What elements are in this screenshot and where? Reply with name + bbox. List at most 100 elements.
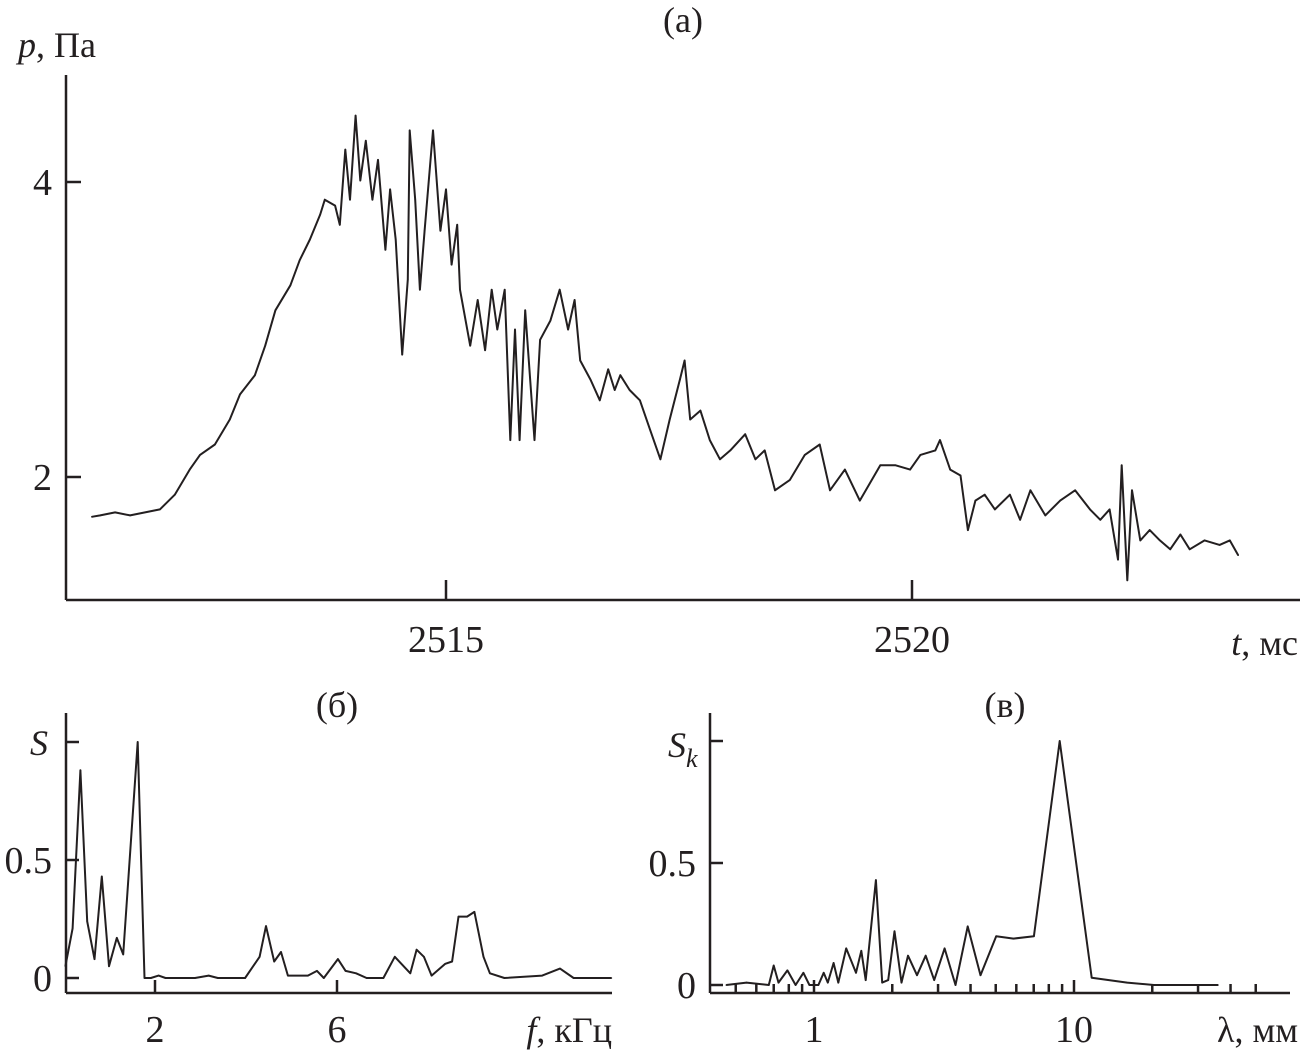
data-point [509,439,512,441]
data-point [136,741,139,743]
data-point [339,224,341,226]
data-point [1033,935,1035,937]
data-series-line [91,114,1240,582]
data-point [1074,489,1076,492]
data-point [496,328,499,331]
panel-b-axes: 0 0.5 2 6 [5,713,613,1051]
data-point [934,449,937,452]
data-point [786,969,789,972]
data-point [439,229,442,232]
data-point [943,947,946,950]
data-point [1044,514,1047,517]
data-series-line [726,740,1218,986]
data-point [394,956,396,958]
data-point [456,224,459,226]
data-point [469,344,472,347]
panel-a-title: (a) [663,0,703,40]
data-point [829,489,831,492]
panel-c-title: (в) [985,685,1026,725]
data-point [359,179,362,182]
data-point [600,977,602,979]
data-point [164,977,167,979]
data-point [837,981,840,984]
data-point [689,418,691,421]
data-point [900,981,903,984]
data-point [907,954,909,957]
data-point [679,378,681,381]
data-point [503,977,506,979]
data-point [409,972,412,975]
data-point [1139,539,1142,542]
data-point [459,288,461,291]
data-point [699,409,702,412]
data-point [1099,519,1102,521]
data-point [845,947,847,950]
data-point [1029,489,1032,492]
data-point [188,468,191,471]
data-point [1131,489,1133,492]
data-point [1117,558,1119,561]
panel-c-xlabel: λ, мм [1217,1010,1298,1050]
panel-b: (б) S f, кГц 0 0.5 2 6 [5,685,613,1051]
data-point [719,458,721,461]
data-point [879,464,882,467]
data-point [415,948,418,951]
data-point [91,516,93,518]
data-point [264,344,267,347]
data-point [334,204,336,207]
data-point [1179,533,1182,536]
y-tick-label: 2 [33,457,52,499]
panel-a-xlabel: t, мс [1231,623,1298,663]
data-point [808,984,811,986]
data-point [309,238,311,241]
data-point [1058,740,1061,742]
data-point [1120,464,1123,467]
data-point [827,981,829,984]
data-point [777,981,780,984]
data-point [1237,554,1239,556]
data-point [207,974,210,977]
data-point [324,198,326,201]
data-point [533,439,536,441]
x-tick-label: 2 [146,1009,165,1051]
data-point [628,389,631,391]
data-point [349,198,351,201]
data-point [1089,508,1091,511]
data-point [280,951,282,953]
data-point [683,359,686,362]
data-point [239,393,241,396]
data-point [954,984,957,986]
data-point [794,984,797,986]
data-point [99,514,101,517]
data-point [93,958,96,960]
data-point [909,468,911,471]
data-point [959,474,962,477]
data-point [1012,937,1015,940]
data-point [445,188,447,191]
data-point [287,974,289,977]
data-point [79,769,82,772]
y-tick-label: 4 [33,162,52,204]
data-point [1159,539,1161,542]
data-point [994,508,996,511]
panel-b-xlabel-unit: , кГц [536,1010,612,1050]
data-point [832,962,835,964]
panel-a-ylabel-unit: , Па [36,25,96,65]
data-point [1148,529,1151,531]
data-point [503,288,506,291]
data-point [916,974,918,976]
data-point [254,374,256,377]
data-point [919,454,922,456]
data-point [129,514,131,517]
panel-b-xlabel: f, кГц [526,1010,612,1050]
data-point [159,508,161,511]
data-point [822,972,825,974]
data-point [1009,493,1011,496]
data-point [1188,548,1191,551]
data-point [365,977,368,979]
data-point [668,418,671,421]
data-point [101,875,103,878]
data-point [258,956,261,958]
data-point [1203,539,1206,542]
